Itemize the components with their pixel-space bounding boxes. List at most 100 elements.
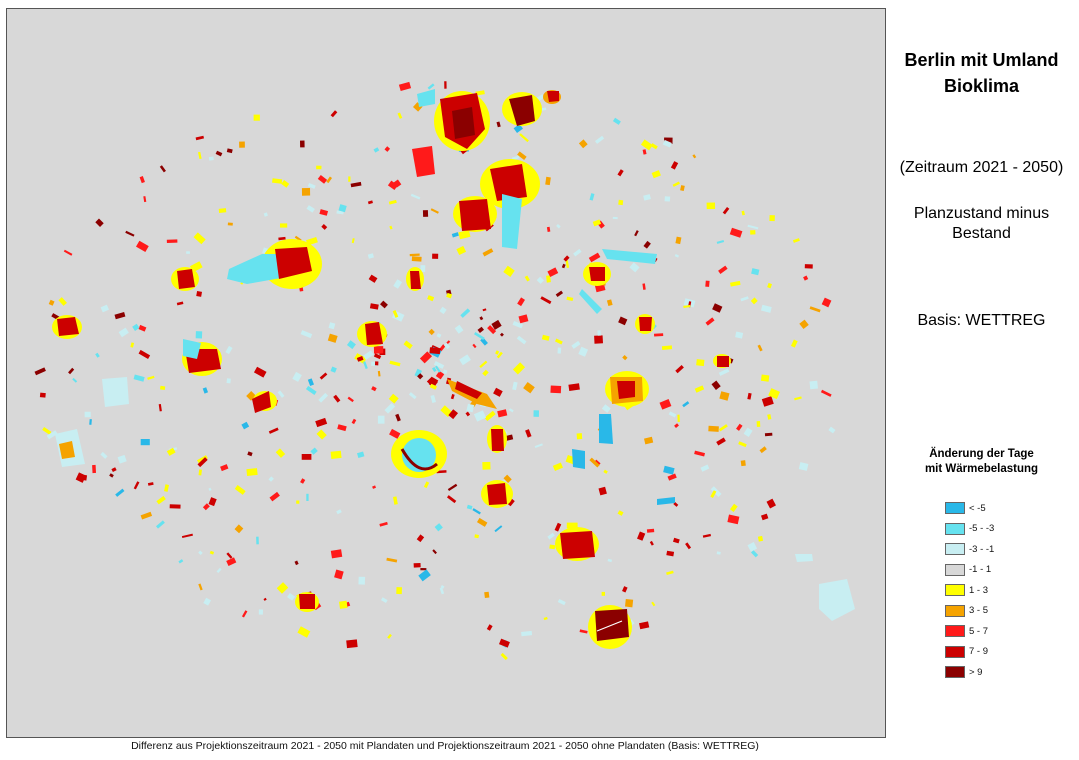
map-patch xyxy=(751,550,759,558)
map-patch xyxy=(759,446,767,454)
map-patch xyxy=(493,387,503,397)
map-patch xyxy=(466,403,475,413)
map-patch xyxy=(143,196,147,203)
map-patch xyxy=(246,390,256,401)
map-patch xyxy=(534,443,543,448)
map-patch xyxy=(722,206,730,215)
map-patch xyxy=(258,609,263,615)
map-patch xyxy=(305,385,317,396)
map-patch xyxy=(448,409,459,420)
legend-swatch xyxy=(945,625,965,638)
legend-label: 5 - 7 xyxy=(969,625,989,637)
map-patch xyxy=(507,498,515,507)
map-patch xyxy=(474,534,480,539)
map-patch xyxy=(680,185,685,192)
map-patch xyxy=(735,331,744,339)
map-patch xyxy=(498,638,510,648)
map-patch xyxy=(659,399,672,410)
map-patch xyxy=(268,427,279,434)
map-patch xyxy=(766,498,776,509)
map-patch xyxy=(328,322,336,330)
map-patch xyxy=(377,370,381,377)
map-patch xyxy=(738,441,747,448)
legend-label: 1 - 3 xyxy=(969,584,989,596)
map-patch xyxy=(336,509,342,515)
legend-item: 1 - 3 xyxy=(945,580,994,601)
map-patch xyxy=(393,496,398,505)
map-patch xyxy=(472,343,477,349)
map-patch xyxy=(330,366,337,373)
map-patch xyxy=(268,476,274,482)
map-patch xyxy=(479,360,488,368)
map-patch xyxy=(702,533,712,538)
map-patch xyxy=(84,411,91,418)
map-title-line-2: Bioklima xyxy=(943,76,1020,96)
map-patch xyxy=(111,467,117,473)
map-patch xyxy=(114,312,126,320)
map-patch xyxy=(589,193,595,201)
map-patch xyxy=(140,511,153,520)
map-patch xyxy=(195,135,205,141)
map-patch xyxy=(158,403,162,412)
map-patch xyxy=(673,502,679,507)
map-patch xyxy=(594,335,604,344)
map-patch xyxy=(664,196,671,202)
map-patch xyxy=(100,451,108,459)
map-patch xyxy=(300,478,306,484)
map-patch xyxy=(588,252,601,263)
map-patch xyxy=(58,297,67,306)
map-patch xyxy=(327,333,338,343)
legend-label: 7 - 9 xyxy=(969,646,989,658)
map-patch xyxy=(135,240,149,252)
map-patch xyxy=(166,239,178,243)
map-patch xyxy=(662,139,672,148)
map-patch xyxy=(330,450,342,459)
map-patch xyxy=(333,394,341,403)
map-patch xyxy=(661,345,673,350)
map-patch xyxy=(159,385,166,391)
map-patch xyxy=(804,264,813,269)
map-patch xyxy=(393,179,402,188)
map-patch xyxy=(546,226,551,232)
map-patch xyxy=(578,346,589,357)
map-patch xyxy=(675,365,684,374)
map-patch xyxy=(446,340,451,345)
map-patch xyxy=(411,256,422,262)
map-patch xyxy=(484,410,496,422)
map-patch xyxy=(389,225,393,230)
map-patch xyxy=(373,147,380,153)
map-patch xyxy=(798,462,809,471)
map-patch xyxy=(549,544,556,550)
map-patch xyxy=(334,569,344,580)
map-patch xyxy=(379,521,388,527)
map-patch xyxy=(694,385,705,393)
cluster-east xyxy=(295,249,855,649)
map-patch xyxy=(147,482,154,486)
map-patch xyxy=(433,361,445,369)
map-patch xyxy=(292,371,302,382)
map-patch xyxy=(477,326,484,333)
map-patch xyxy=(156,495,166,505)
legend-label: -1 - 1 xyxy=(969,564,992,576)
legend-title-line-1: Änderung der Tage xyxy=(929,448,1034,460)
map-patch xyxy=(430,394,436,403)
map-patch xyxy=(351,418,357,425)
map-patch xyxy=(474,332,485,340)
map-patch xyxy=(351,238,355,244)
legend-item: -5 - -3 xyxy=(945,519,994,540)
map-patch xyxy=(130,342,135,348)
map-patch xyxy=(809,380,818,390)
map-patch xyxy=(667,473,677,481)
map-patch xyxy=(275,448,286,458)
map-patch xyxy=(388,393,399,404)
map-patch xyxy=(651,601,656,607)
map-patch xyxy=(761,396,774,407)
map-patch xyxy=(317,175,328,184)
map-patch xyxy=(790,339,798,348)
map-patch xyxy=(367,200,373,205)
map-patch xyxy=(674,253,680,258)
map-patch xyxy=(272,178,283,184)
map-patch xyxy=(820,389,832,397)
map-patch xyxy=(276,582,289,594)
map-patch xyxy=(95,218,104,227)
